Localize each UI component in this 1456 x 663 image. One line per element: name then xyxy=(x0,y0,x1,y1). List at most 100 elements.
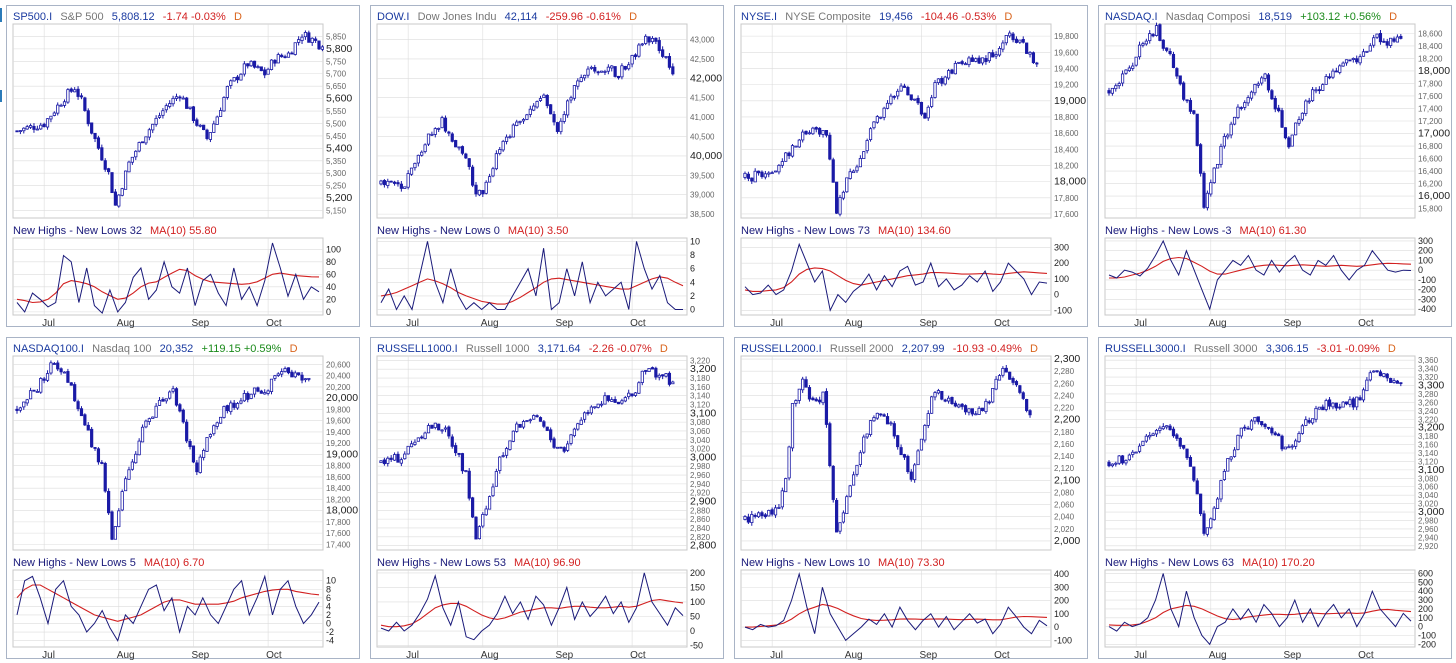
symbol-link[interactable]: NASDAQ100.I xyxy=(13,343,84,355)
nhnl-grid: 0 20 40 60 80 100 xyxy=(12,237,341,317)
price-tick-label: 2,140 xyxy=(1054,452,1075,461)
candle-body xyxy=(1117,83,1121,87)
candle-body xyxy=(320,46,324,50)
candle-body xyxy=(885,102,890,109)
month-label: Jul xyxy=(770,318,783,328)
candle-body xyxy=(426,425,431,434)
candle-body xyxy=(437,423,441,431)
chart-header: DOW.I Dow Jones Indu 42,114 -259.96 -0.6… xyxy=(377,11,637,23)
nhnl-text: New Highs - New Lows -3 xyxy=(1105,225,1232,237)
candle-body xyxy=(90,428,94,448)
price-tick-label: 5,150 xyxy=(326,207,347,216)
period-link[interactable]: D xyxy=(232,11,242,23)
candle-body xyxy=(1114,85,1118,90)
candle-body xyxy=(613,399,617,403)
candle-body xyxy=(750,514,754,524)
symbol-link[interactable]: RUSSELL1000.I xyxy=(377,343,458,355)
instrument-name: Nasdaq 100 xyxy=(90,343,152,355)
period-link[interactable]: D xyxy=(1387,11,1397,23)
candle-body xyxy=(290,52,294,55)
left-window-edge-mid xyxy=(0,90,2,102)
candle-body xyxy=(252,387,257,395)
candle-body xyxy=(521,421,526,428)
candle-body xyxy=(644,35,648,44)
period-link[interactable]: D xyxy=(1002,11,1012,23)
candle-body xyxy=(120,188,124,196)
last-price: 19,456 xyxy=(877,11,913,23)
nhnl-tick-label: -300 xyxy=(1418,294,1436,304)
price-tick-label: 17,400 xyxy=(1418,104,1443,113)
candle-body xyxy=(1171,53,1176,68)
candle-body xyxy=(100,147,104,161)
symbol-link[interactable]: SP500.I xyxy=(13,11,52,23)
candle-body xyxy=(168,391,172,399)
candle-body xyxy=(103,463,107,492)
candle-body xyxy=(858,452,862,465)
price-tick-label: 2,280 xyxy=(1054,367,1075,376)
candle-body xyxy=(987,401,991,404)
candle-body xyxy=(1385,373,1389,379)
chart-panel-russell3000-i[interactable]: RUSSELL3000.I Russell 3000 3,306.15 -3.0… xyxy=(1098,337,1452,660)
symbol-link[interactable]: DOW.I xyxy=(377,11,409,23)
price-change: -104.46 -0.53% xyxy=(919,11,997,23)
candle-body xyxy=(841,512,846,523)
candle-body xyxy=(899,447,903,456)
candle-body xyxy=(930,97,934,107)
chart-panel-russell1000-i[interactable]: RUSSELL1000.I Russell 1000 3,171.64 -2.2… xyxy=(370,337,724,660)
nhnl-tick-label: -200 xyxy=(1418,639,1436,649)
chart-panel-nyse-i[interactable]: NYSE.I NYSE Composite 19,456 -104.46 -0.… xyxy=(734,5,1088,328)
instrument-name: Russell 3000 xyxy=(1192,343,1258,355)
period-link[interactable]: D xyxy=(1386,343,1396,355)
period-link[interactable]: D xyxy=(658,343,668,355)
candle-body xyxy=(52,363,56,365)
candle-body xyxy=(191,106,196,121)
symbol-link[interactable]: NASDAQ.I xyxy=(1105,11,1158,23)
candle-body xyxy=(1378,33,1383,43)
chart-panel-nasdaq100-i[interactable]: NASDAQ100.I Nasdaq 100 20,352 +119.15 +0… xyxy=(6,337,360,660)
candles xyxy=(379,366,675,540)
candle-body xyxy=(171,388,175,392)
candle-body xyxy=(484,508,488,516)
symbol-link[interactable]: NYSE.I xyxy=(741,11,777,23)
price-tick-label: 17,800 xyxy=(1418,79,1443,88)
nhnl-tick-label: 10 xyxy=(690,236,700,246)
chart-panel-nasdaq-i[interactable]: NASDAQ.I Nasdaq Composi 18,519 +103.12 +… xyxy=(1098,5,1452,328)
candles xyxy=(15,30,324,208)
candle-body xyxy=(923,112,927,119)
nhnl-label: New Highs - New Lows -3 MA(10) 61.30 xyxy=(1105,225,1306,237)
candle-body xyxy=(1310,89,1315,102)
candle-body xyxy=(208,434,213,438)
candle-body xyxy=(1004,35,1008,44)
candles xyxy=(379,34,675,198)
chart-panel-dow-i[interactable]: DOW.I Dow Jones Indu 42,114 -259.96 -0.6… xyxy=(370,5,724,328)
candle-body xyxy=(460,146,465,154)
candle-body xyxy=(1134,451,1138,454)
period-link[interactable]: D xyxy=(627,11,637,23)
candle-body xyxy=(1011,33,1015,41)
candle-body xyxy=(936,78,941,84)
candle-body xyxy=(650,37,655,43)
candle-body xyxy=(504,136,509,142)
candle-body xyxy=(474,516,478,540)
candle-body xyxy=(633,54,638,58)
candle-body xyxy=(1324,400,1328,410)
instrument-name: Russell 1000 xyxy=(464,343,530,355)
nhnl-tick-label: 100 xyxy=(1054,609,1069,619)
period-link[interactable]: D xyxy=(287,343,297,355)
price-tick-label: 3,080 xyxy=(690,418,711,427)
candle-body xyxy=(750,177,754,182)
month-label: Oct xyxy=(630,318,646,328)
symbol-link[interactable]: RUSSELL2000.I xyxy=(741,343,822,355)
candle-body xyxy=(212,425,216,435)
candle-body xyxy=(195,462,199,473)
symbol-link[interactable]: RUSSELL3000.I xyxy=(1105,343,1186,355)
chart-panel-russell2000-i[interactable]: RUSSELL2000.I Russell 2000 2,207.99 -10.… xyxy=(734,337,1088,660)
price-tick-label: 39,000 xyxy=(690,191,715,200)
candle-body xyxy=(1395,380,1400,384)
candle-body xyxy=(117,510,121,528)
nhnl-tick-label: 2 xyxy=(326,610,331,620)
candle-body xyxy=(1375,370,1379,373)
period-link[interactable]: D xyxy=(1028,343,1038,355)
